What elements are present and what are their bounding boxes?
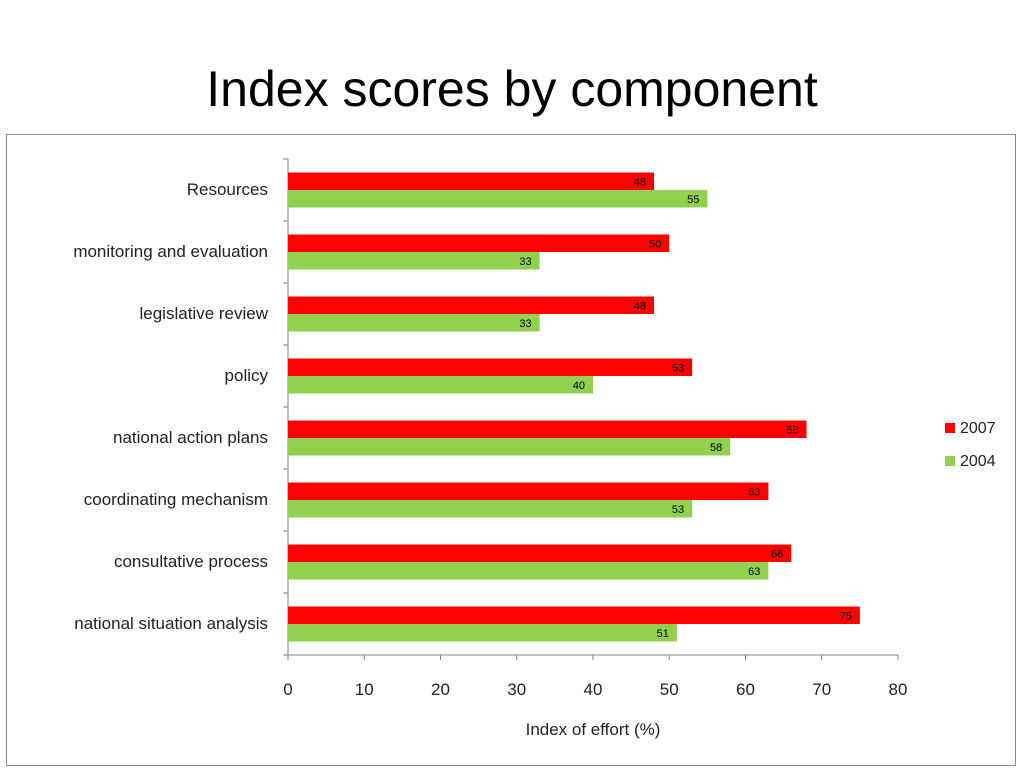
bar-2007: [288, 544, 792, 562]
data-label: 55: [687, 194, 699, 206]
data-label: 48: [634, 300, 646, 312]
data-label: 53: [672, 504, 684, 516]
category-label: policy: [225, 366, 269, 385]
x-tick-label: 70: [812, 680, 831, 699]
bar-2004: [288, 562, 769, 580]
x-tick-label: 20: [431, 680, 450, 699]
bar-2004: [288, 314, 540, 332]
data-label: 53: [672, 362, 684, 374]
bar-2007: [288, 234, 670, 252]
bar-2007: [288, 172, 654, 190]
x-tick-label: 50: [660, 680, 679, 699]
category-label: national action plans: [113, 428, 268, 447]
bar-2007: [288, 296, 654, 314]
bar-chart: Resources 48 55 monitoring and evaluation 50…: [73, 158, 996, 739]
data-label: 33: [519, 256, 531, 268]
bar-2004: [288, 438, 731, 456]
bar-2004: [288, 500, 693, 518]
bar-2007: [288, 420, 807, 438]
x-axis-title: Index of effort (%): [526, 720, 661, 739]
bar-2004: [288, 252, 540, 270]
data-label: 75: [840, 610, 852, 622]
category-label: legislative review: [140, 304, 269, 323]
x-tick-label: 0: [283, 680, 292, 699]
legend-label-2007: 2007: [960, 420, 996, 437]
x-tick-label: 30: [507, 680, 526, 699]
x-tick-label: 40: [584, 680, 603, 699]
x-tick-label: 80: [889, 680, 908, 699]
bar-2004: [288, 190, 708, 208]
category-label: monitoring and evaluation: [73, 242, 268, 261]
x-tick-label: 60: [736, 680, 755, 699]
legend-swatch-2004: [945, 456, 955, 466]
data-label: 33: [519, 318, 531, 330]
bar-2004: [288, 624, 677, 642]
bar-2007: [288, 358, 693, 376]
category-label: national situation analysis: [74, 614, 268, 633]
data-label: 58: [710, 442, 722, 454]
bar-2007: [288, 606, 860, 624]
data-label: 51: [657, 628, 669, 640]
data-label: 50: [649, 238, 661, 250]
x-tick-label: 10: [355, 680, 374, 699]
page-title: Index scores by component: [206, 61, 818, 117]
data-label: 40: [573, 380, 585, 392]
bar-2007: [288, 482, 769, 500]
data-label: 66: [771, 548, 783, 560]
data-label: 63: [748, 566, 760, 578]
legend-label-2004: 2004: [960, 453, 996, 470]
category-label: consultative process: [114, 552, 268, 571]
legend-swatch-2007: [945, 423, 955, 433]
bar-2004: [288, 376, 593, 394]
category-label: coordinating mechanism: [84, 490, 268, 509]
data-label: 48: [634, 176, 646, 188]
category-label: Resources: [187, 180, 268, 199]
data-label: 68: [786, 424, 798, 436]
data-label: 63: [748, 486, 760, 498]
chart-area: Resources 48 55 monitoring and evaluation 50…: [6, 134, 1016, 766]
